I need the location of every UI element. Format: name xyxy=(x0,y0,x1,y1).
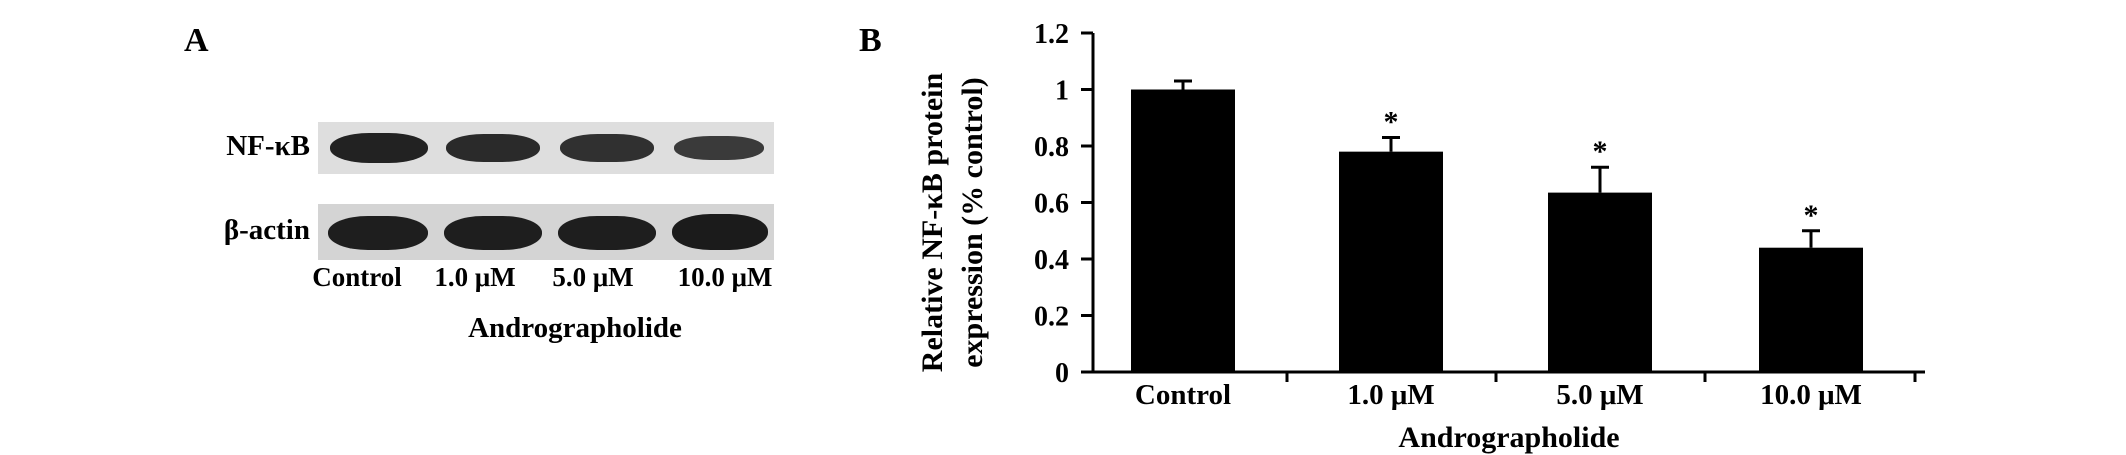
x-category-label: 1.0 μM xyxy=(1347,379,1434,411)
bar xyxy=(1131,89,1235,372)
actin-blot-strip xyxy=(318,204,774,260)
panel-a-label: A xyxy=(184,22,209,59)
lane-label-1um: 1.0 μM xyxy=(434,262,516,292)
nfkb-band-10um xyxy=(674,136,764,160)
y-axis-title: Relative NF-κB protein xyxy=(916,72,949,372)
significance-marker: * xyxy=(1804,199,1819,232)
actin-band-5um xyxy=(558,216,656,250)
significance-marker: * xyxy=(1384,106,1399,139)
x-category-label: Control xyxy=(1135,379,1231,411)
panel-b-label: B xyxy=(859,22,882,59)
bar xyxy=(1759,247,1863,372)
nfkb-blot-strip xyxy=(318,122,774,174)
y-tick-label: 0.4 xyxy=(1034,245,1069,276)
x-category-label: 10.0 μM xyxy=(1760,379,1862,411)
lane-label-5um: 5.0 μM xyxy=(552,262,634,292)
actin-band-control xyxy=(328,216,428,250)
lane-label-10um: 10.0 μM xyxy=(677,262,773,292)
nfkb-band-control xyxy=(330,133,428,163)
actin-band-1um xyxy=(444,216,542,250)
actin-band-10um xyxy=(672,214,768,250)
actin-row-label: β-actin xyxy=(223,214,310,246)
y-axis-title: expression (% control) xyxy=(956,77,989,368)
y-tick-label: 0.2 xyxy=(1034,302,1069,333)
bar xyxy=(1548,192,1652,372)
lane-label-control: Control xyxy=(312,262,402,292)
significance-marker: * xyxy=(1593,135,1608,168)
y-tick-label: 1.2 xyxy=(1034,19,1069,50)
blot-group-label: Andrographolide xyxy=(468,312,682,344)
y-tick-label: 1 xyxy=(1055,76,1069,107)
y-tick-label: 0.8 xyxy=(1034,132,1069,163)
x-category-label: 5.0 μM xyxy=(1556,379,1643,411)
bar xyxy=(1339,151,1443,372)
nfkb-band-5um xyxy=(560,134,654,162)
nfkb-band-1um xyxy=(446,134,540,162)
nfkb-row-label: NF-κB xyxy=(226,130,310,162)
y-tick-label: 0 xyxy=(1055,358,1069,389)
y-tick-label: 0.6 xyxy=(1034,189,1069,220)
x-axis-title: Andrographolide xyxy=(1398,421,1619,454)
